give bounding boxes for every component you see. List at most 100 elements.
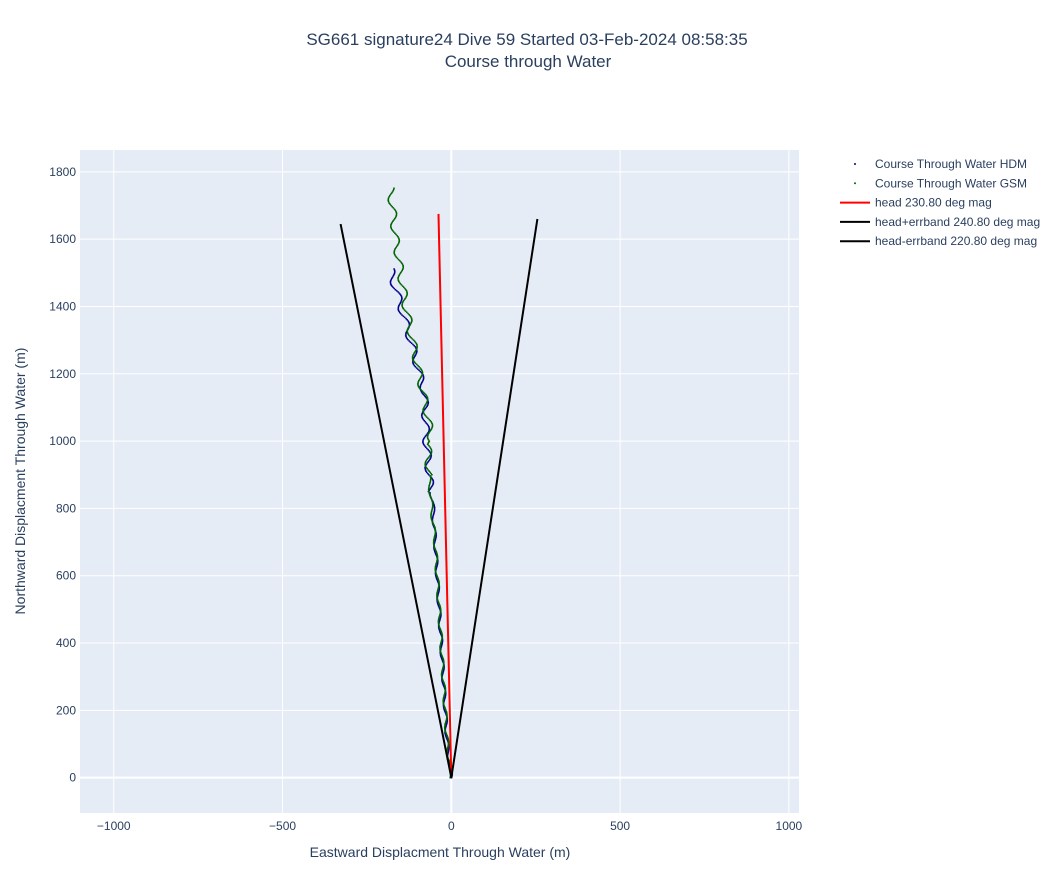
- data-point: [428, 444, 430, 447]
- data-point: [429, 419, 432, 422]
- data-point: [426, 472, 429, 475]
- y-axis-title: Northward Displacment Through Water (m): [12, 348, 28, 615]
- data-point: [412, 343, 414, 346]
- legend-item[interactable]: head 230.80 deg mag: [840, 196, 992, 210]
- data-point: [400, 284, 403, 286]
- data-point: [398, 292, 400, 294]
- data-point: [388, 194, 391, 197]
- data-point: [424, 446, 427, 449]
- data-point: [418, 369, 420, 372]
- y-tick-label: 0: [69, 771, 76, 785]
- x-tick-label: −1000: [97, 819, 131, 833]
- data-point: [390, 204, 392, 207]
- data-point: [398, 259, 401, 262]
- y-tick-label: 600: [56, 569, 76, 583]
- data-point: [409, 335, 411, 338]
- data-point: [429, 475, 432, 477]
- series-2: [437, 213, 453, 778]
- data-point: [430, 451, 433, 453]
- data-point: [402, 315, 405, 318]
- data-point: [422, 393, 425, 396]
- data-point: [410, 336, 413, 339]
- legend-item[interactable]: head+errband 240.80 deg mag: [840, 215, 1040, 229]
- data-point: [397, 258, 400, 261]
- data-point: [391, 205, 394, 208]
- series-line: [339, 223, 453, 778]
- data-point: [424, 407, 427, 410]
- series-line: [437, 213, 453, 778]
- data-point: [420, 389, 423, 391]
- data-point: [408, 340, 411, 342]
- data-point: [397, 291, 399, 293]
- data-point: [404, 287, 406, 290]
- legend-label: Course Through Water HDM: [875, 157, 1027, 171]
- data-point: [428, 450, 430, 452]
- data-point: [415, 367, 418, 369]
- data-point: [428, 470, 431, 473]
- data-point: [393, 208, 396, 211]
- data-point: [402, 286, 405, 289]
- data-point: [416, 368, 419, 370]
- data-point: [424, 435, 427, 438]
- data-point: [425, 422, 428, 424]
- legend-label: head-errband 220.80 deg mag: [875, 234, 1037, 248]
- data-point: [425, 416, 428, 418]
- chart-title: SG661 signature24 Dive 59 Started 03-Feb…: [306, 30, 747, 49]
- data-point: [389, 193, 392, 196]
- y-tick-label: 200: [56, 703, 76, 717]
- legend-item[interactable]: Course Through Water GSM: [854, 176, 1027, 190]
- x-tick-label: 500: [610, 819, 630, 833]
- data-point: [409, 314, 411, 317]
- legend-item[interactable]: head-errband 220.80 deg mag: [840, 234, 1037, 248]
- series-4: [450, 218, 539, 778]
- data-point: [424, 393, 427, 396]
- data-point: [427, 448, 429, 451]
- series-1: [387, 187, 453, 779]
- y-tick-label: 1000: [49, 434, 76, 448]
- data-point: [421, 390, 424, 393]
- data-point: [427, 473, 430, 476]
- data-point: [393, 287, 396, 290]
- data-point: [428, 418, 431, 421]
- data-point: [411, 338, 414, 340]
- data-point: [424, 421, 427, 423]
- legend-marker-swatch: [854, 182, 856, 185]
- data-point: [393, 268, 395, 270]
- data-point: [419, 370, 422, 373]
- data-point: [403, 309, 406, 311]
- data-point: [429, 471, 432, 474]
- series-line: [450, 218, 539, 778]
- data-point: [413, 344, 416, 347]
- data-point: [422, 391, 425, 394]
- legend-marker-swatch: [854, 163, 856, 165]
- data-point: [423, 419, 426, 422]
- x-tick-labels: −1000 −500 0 500 1000: [97, 819, 803, 833]
- data-point: [413, 340, 416, 343]
- grid-lines: [80, 150, 799, 813]
- data-point: [405, 317, 407, 320]
- data-point: [406, 318, 408, 321]
- data-point: [414, 365, 417, 368]
- x-tick-label: 1000: [776, 819, 803, 833]
- data-point: [409, 341, 412, 344]
- x-axis-title: Eastward Displacment Through Water (m): [310, 844, 571, 860]
- series-3: [339, 223, 453, 778]
- legend-label: head+errband 240.80 deg mag: [875, 215, 1040, 229]
- data-point: [394, 288, 397, 291]
- data-point: [401, 285, 404, 287]
- legend[interactable]: Course Through Water HDM Course Through W…: [840, 157, 1040, 248]
- data-point: [419, 367, 422, 369]
- data-point: [407, 320, 409, 322]
- data-point: [414, 362, 417, 365]
- legend-item[interactable]: Course Through Water HDM: [854, 157, 1027, 171]
- data-point: [415, 363, 418, 366]
- legend-label: head 230.80 deg mag: [875, 196, 992, 210]
- data-point: [392, 231, 395, 233]
- data-point: [396, 257, 399, 260]
- data-point: [400, 313, 402, 315]
- data-point: [401, 314, 403, 316]
- data-point: [391, 191, 394, 193]
- data-point: [427, 488, 430, 491]
- data-point: [410, 342, 413, 345]
